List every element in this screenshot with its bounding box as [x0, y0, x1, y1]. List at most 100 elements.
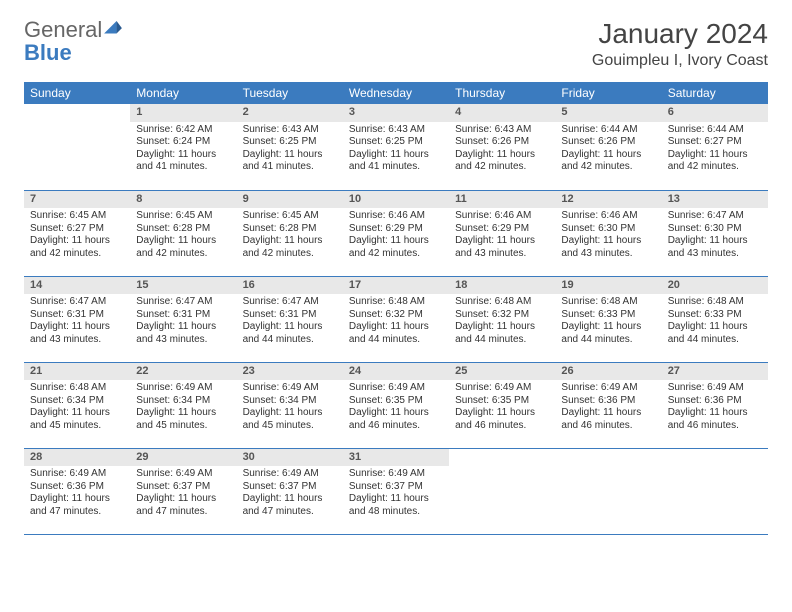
sunset-line: Sunset: 6:33 PM: [668, 309, 762, 322]
sunset-line: Sunset: 6:29 PM: [455, 223, 549, 236]
day-body: Sunrise: 6:48 AMSunset: 6:33 PMDaylight:…: [555, 294, 661, 350]
day-number: 7: [24, 191, 130, 209]
day-body: Sunrise: 6:49 AMSunset: 6:37 PMDaylight:…: [343, 466, 449, 522]
day-body: Sunrise: 6:43 AMSunset: 6:26 PMDaylight:…: [449, 122, 555, 178]
calendar-cell: 2Sunrise: 6:43 AMSunset: 6:25 PMDaylight…: [237, 104, 343, 190]
sunrise-line: Sunrise: 6:49 AM: [455, 382, 549, 395]
calendar-row: 7Sunrise: 6:45 AMSunset: 6:27 PMDaylight…: [24, 190, 768, 276]
day-number: 31: [343, 449, 449, 467]
sunset-line: Sunset: 6:36 PM: [561, 395, 655, 408]
daylight-line: Daylight: 11 hours and 43 minutes.: [668, 235, 762, 260]
calendar-cell: 10Sunrise: 6:46 AMSunset: 6:29 PMDayligh…: [343, 190, 449, 276]
page-title: January 2024: [592, 18, 768, 50]
sunset-line: Sunset: 6:32 PM: [455, 309, 549, 322]
sunset-line: Sunset: 6:35 PM: [455, 395, 549, 408]
calendar-cell: 4Sunrise: 6:43 AMSunset: 6:26 PMDaylight…: [449, 104, 555, 190]
sunrise-line: Sunrise: 6:46 AM: [455, 210, 549, 223]
day-body: Sunrise: 6:49 AMSunset: 6:36 PMDaylight:…: [555, 380, 661, 436]
day-body: Sunrise: 6:49 AMSunset: 6:34 PMDaylight:…: [237, 380, 343, 436]
day-number: 17: [343, 277, 449, 295]
sunrise-line: Sunrise: 6:48 AM: [349, 296, 443, 309]
sunrise-line: Sunrise: 6:49 AM: [243, 382, 337, 395]
day-number: 6: [662, 104, 768, 122]
calendar-cell: 26Sunrise: 6:49 AMSunset: 6:36 PMDayligh…: [555, 362, 661, 448]
day-body: Sunrise: 6:47 AMSunset: 6:31 PMDaylight:…: [237, 294, 343, 350]
calendar-cell: 16Sunrise: 6:47 AMSunset: 6:31 PMDayligh…: [237, 276, 343, 362]
day-body: Sunrise: 6:43 AMSunset: 6:25 PMDaylight:…: [343, 122, 449, 178]
sunset-line: Sunset: 6:34 PM: [243, 395, 337, 408]
daylight-line: Daylight: 11 hours and 42 minutes.: [30, 235, 124, 260]
day-body: Sunrise: 6:45 AMSunset: 6:27 PMDaylight:…: [24, 208, 130, 264]
calendar-cell: 12Sunrise: 6:46 AMSunset: 6:30 PMDayligh…: [555, 190, 661, 276]
calendar-cell: 18Sunrise: 6:48 AMSunset: 6:32 PMDayligh…: [449, 276, 555, 362]
calendar-cell: 21Sunrise: 6:48 AMSunset: 6:34 PMDayligh…: [24, 362, 130, 448]
sunset-line: Sunset: 6:28 PM: [243, 223, 337, 236]
day-number: 16: [237, 277, 343, 295]
weekday-header: Monday: [130, 82, 236, 104]
day-body: Sunrise: 6:46 AMSunset: 6:30 PMDaylight:…: [555, 208, 661, 264]
calendar-cell: 13Sunrise: 6:47 AMSunset: 6:30 PMDayligh…: [662, 190, 768, 276]
sunset-line: Sunset: 6:31 PM: [30, 309, 124, 322]
calendar-cell: 6Sunrise: 6:44 AMSunset: 6:27 PMDaylight…: [662, 104, 768, 190]
daylight-line: Daylight: 11 hours and 41 minutes.: [243, 149, 337, 174]
logo-icon: [104, 18, 122, 41]
day-body: Sunrise: 6:43 AMSunset: 6:25 PMDaylight:…: [237, 122, 343, 178]
day-number: 21: [24, 363, 130, 381]
calendar-cell: 5Sunrise: 6:44 AMSunset: 6:26 PMDaylight…: [555, 104, 661, 190]
daylight-line: Daylight: 11 hours and 44 minutes.: [668, 321, 762, 346]
sunrise-line: Sunrise: 6:42 AM: [136, 124, 230, 137]
day-number: 5: [555, 104, 661, 122]
day-body: Sunrise: 6:45 AMSunset: 6:28 PMDaylight:…: [237, 208, 343, 264]
calendar-cell: 24Sunrise: 6:49 AMSunset: 6:35 PMDayligh…: [343, 362, 449, 448]
daylight-line: Daylight: 11 hours and 47 minutes.: [243, 493, 337, 518]
day-body: Sunrise: 6:45 AMSunset: 6:28 PMDaylight:…: [130, 208, 236, 264]
sunset-line: Sunset: 6:29 PM: [349, 223, 443, 236]
day-number: 28: [24, 449, 130, 467]
day-body: Sunrise: 6:48 AMSunset: 6:33 PMDaylight:…: [662, 294, 768, 350]
sunrise-line: Sunrise: 6:43 AM: [243, 124, 337, 137]
calendar-row: 28Sunrise: 6:49 AMSunset: 6:36 PMDayligh…: [24, 448, 768, 534]
day-number: 3: [343, 104, 449, 122]
sunrise-line: Sunrise: 6:44 AM: [668, 124, 762, 137]
day-body: Sunrise: 6:49 AMSunset: 6:36 PMDaylight:…: [662, 380, 768, 436]
calendar-cell: 14Sunrise: 6:47 AMSunset: 6:31 PMDayligh…: [24, 276, 130, 362]
day-number: 22: [130, 363, 236, 381]
logo: GeneralBlue: [24, 18, 122, 64]
calendar-cell: 29Sunrise: 6:49 AMSunset: 6:37 PMDayligh…: [130, 448, 236, 534]
calendar-cell: 31Sunrise: 6:49 AMSunset: 6:37 PMDayligh…: [343, 448, 449, 534]
day-number: 24: [343, 363, 449, 381]
daylight-line: Daylight: 11 hours and 45 minutes.: [243, 407, 337, 432]
day-body: Sunrise: 6:42 AMSunset: 6:24 PMDaylight:…: [130, 122, 236, 178]
day-body: Sunrise: 6:47 AMSunset: 6:31 PMDaylight:…: [130, 294, 236, 350]
calendar-table: Sunday Monday Tuesday Wednesday Thursday…: [24, 82, 768, 535]
calendar-cell: 22Sunrise: 6:49 AMSunset: 6:34 PMDayligh…: [130, 362, 236, 448]
daylight-line: Daylight: 11 hours and 43 minutes.: [561, 235, 655, 260]
daylight-line: Daylight: 11 hours and 46 minutes.: [349, 407, 443, 432]
day-body: Sunrise: 6:49 AMSunset: 6:36 PMDaylight:…: [24, 466, 130, 522]
day-number: 25: [449, 363, 555, 381]
sunset-line: Sunset: 6:33 PM: [561, 309, 655, 322]
sunset-line: Sunset: 6:36 PM: [30, 481, 124, 494]
sunset-line: Sunset: 6:25 PM: [349, 136, 443, 149]
sunrise-line: Sunrise: 6:49 AM: [30, 468, 124, 481]
day-number: 15: [130, 277, 236, 295]
sunset-line: Sunset: 6:34 PM: [30, 395, 124, 408]
sunrise-line: Sunrise: 6:46 AM: [561, 210, 655, 223]
title-block: January 2024 Gouimpleu I, Ivory Coast: [592, 18, 768, 70]
logo-text-general: General: [24, 17, 102, 42]
sunrise-line: Sunrise: 6:49 AM: [561, 382, 655, 395]
sunset-line: Sunset: 6:25 PM: [243, 136, 337, 149]
day-number: 30: [237, 449, 343, 467]
sunrise-line: Sunrise: 6:46 AM: [349, 210, 443, 223]
day-number: 11: [449, 191, 555, 209]
sunset-line: Sunset: 6:30 PM: [561, 223, 655, 236]
day-number: 13: [662, 191, 768, 209]
day-body: Sunrise: 6:47 AMSunset: 6:31 PMDaylight:…: [24, 294, 130, 350]
sunrise-line: Sunrise: 6:47 AM: [136, 296, 230, 309]
calendar-cell: [24, 104, 130, 190]
sunrise-line: Sunrise: 6:43 AM: [455, 124, 549, 137]
daylight-line: Daylight: 11 hours and 41 minutes.: [349, 149, 443, 174]
sunrise-line: Sunrise: 6:49 AM: [136, 468, 230, 481]
day-body: Sunrise: 6:44 AMSunset: 6:27 PMDaylight:…: [662, 122, 768, 178]
day-body: Sunrise: 6:47 AMSunset: 6:30 PMDaylight:…: [662, 208, 768, 264]
